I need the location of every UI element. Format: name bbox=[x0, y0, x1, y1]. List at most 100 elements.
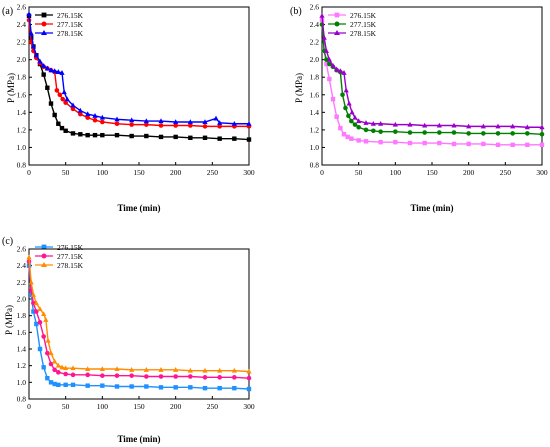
legend-marker-278-15k bbox=[334, 30, 340, 35]
data-point-277-15k bbox=[114, 121, 120, 127]
data-point-278-15k bbox=[28, 279, 34, 285]
data-point-278-15k bbox=[422, 122, 428, 128]
data-point-278-15k bbox=[33, 300, 39, 306]
data-point-278-15k bbox=[129, 367, 135, 372]
data-point-278-15k bbox=[187, 119, 193, 124]
data-point-278-15k bbox=[378, 120, 384, 126]
data-point-276-15k bbox=[393, 139, 398, 145]
data-point-276-15k bbox=[114, 384, 120, 389]
x-tick-label: 250 bbox=[207, 168, 219, 177]
data-point-276-15k bbox=[45, 85, 50, 90]
data-point-277-15k bbox=[510, 131, 515, 136]
data-point-277-15k bbox=[343, 105, 348, 111]
data-point-276-15k bbox=[330, 96, 336, 102]
data-point-278-15k bbox=[158, 118, 164, 124]
data-point-277-15k bbox=[340, 92, 345, 98]
chart-panel-b: (b) P (MPa) Time (min) 276.15K 277.15K 2… bbox=[290, 3, 548, 214]
data-point-278-15k bbox=[33, 52, 39, 58]
data-point-276-15k bbox=[525, 142, 530, 148]
data-point-277-15k bbox=[144, 374, 149, 379]
y-axis-title: P (MPa) bbox=[4, 305, 14, 335]
y-tick-label: 0.8 bbox=[17, 161, 27, 170]
x-tick-label: 250 bbox=[207, 402, 219, 411]
data-point-278-15k bbox=[99, 366, 105, 371]
data-point-277-15k bbox=[173, 374, 178, 379]
data-point-278-15k bbox=[26, 254, 32, 260]
data-point-278-15k bbox=[173, 119, 179, 124]
data-point-277-15k bbox=[451, 130, 457, 135]
y-axis-title: P (MPa) bbox=[294, 73, 304, 103]
data-point-276-15k bbox=[70, 131, 76, 136]
data-point-277-15k bbox=[34, 309, 39, 314]
data-point-276-15k bbox=[63, 382, 68, 388]
series-278-15k bbox=[319, 12, 545, 130]
data-point-278-15k bbox=[349, 109, 355, 115]
x-tick-label: 250 bbox=[500, 168, 512, 177]
data-point-277-15k bbox=[393, 129, 398, 134]
x-axis-title: Time (min) bbox=[410, 203, 453, 213]
data-point-276-15k bbox=[59, 125, 65, 131]
data-point-276-15k bbox=[92, 132, 98, 138]
series-line-276-15k bbox=[28, 265, 250, 390]
legend-label-278-15k: 278.15K bbox=[350, 29, 377, 38]
data-point-276-15k bbox=[327, 76, 332, 82]
data-point-276-15k bbox=[158, 385, 164, 390]
data-point-278-15k bbox=[202, 367, 208, 373]
x-tick-label: 300 bbox=[536, 168, 548, 177]
data-point-278-15k bbox=[37, 306, 43, 311]
data-point-278-15k bbox=[59, 364, 65, 370]
data-point-276-15k bbox=[48, 101, 54, 106]
data-point-276-15k bbox=[85, 132, 90, 138]
x-tick-label: 200 bbox=[170, 402, 182, 411]
data-point-277-15k bbox=[114, 373, 120, 378]
data-point-276-15k bbox=[510, 142, 515, 148]
data-point-278-15k bbox=[61, 89, 67, 95]
data-point-276-15k bbox=[129, 384, 134, 389]
legend-marker-277-15k bbox=[334, 21, 340, 27]
data-point-278-15k bbox=[55, 69, 61, 74]
data-point-278-15k bbox=[30, 292, 36, 297]
data-point-278-15k bbox=[436, 122, 442, 128]
data-point-277-15k bbox=[371, 128, 376, 134]
data-point-276-15k bbox=[341, 132, 347, 137]
y-tick-label: 1.4 bbox=[17, 345, 27, 354]
x-tick-label: 300 bbox=[243, 402, 255, 411]
data-point-278-15k bbox=[70, 365, 76, 371]
x-tick-label: 50 bbox=[62, 168, 70, 177]
legend: 276.15K 277.15K 278.15K bbox=[35, 11, 84, 38]
data-point-277-15k bbox=[352, 122, 358, 127]
data-point-277-15k bbox=[495, 131, 501, 136]
data-point-277-15k bbox=[60, 96, 66, 102]
data-point-278-15k bbox=[202, 119, 208, 124]
data-point-278-15k bbox=[326, 56, 332, 62]
data-point-278-15k bbox=[26, 11, 32, 17]
data-point-278-15k bbox=[92, 113, 98, 118]
y-tick-label: 1.8 bbox=[17, 311, 27, 320]
data-point-278-15k bbox=[99, 114, 105, 120]
panel-label: (c) bbox=[2, 236, 13, 247]
series-line-277-15k bbox=[28, 20, 249, 128]
data-point-278-15k bbox=[392, 121, 398, 127]
y-tick-label: 1.6 bbox=[17, 328, 27, 337]
y-tick-label: 2.0 bbox=[17, 55, 27, 64]
y-tick-label: 1.8 bbox=[17, 73, 27, 82]
data-point-278-15k bbox=[330, 63, 336, 68]
data-point-276-15k bbox=[232, 385, 237, 391]
data-point-276-15k bbox=[63, 128, 68, 133]
y-tick-label: 1.0 bbox=[17, 143, 27, 152]
data-point-276-15k bbox=[144, 384, 149, 389]
data-point-277-15k bbox=[481, 131, 486, 136]
data-point-278-15k bbox=[451, 122, 457, 128]
data-point-276-15k bbox=[52, 381, 57, 387]
data-point-276-15k bbox=[45, 375, 50, 381]
x-tick-label: 0 bbox=[27, 402, 31, 411]
legend-label-278-15k: 278.15K bbox=[57, 261, 84, 270]
data-point-276-15k bbox=[422, 140, 427, 146]
y-tick-label: 1.4 bbox=[310, 108, 320, 117]
data-point-277-15k bbox=[41, 334, 46, 339]
data-point-278-15k bbox=[28, 30, 34, 36]
data-point-278-15k bbox=[114, 116, 120, 122]
data-point-276-15k bbox=[232, 136, 237, 141]
data-point-276-15k bbox=[466, 141, 471, 147]
